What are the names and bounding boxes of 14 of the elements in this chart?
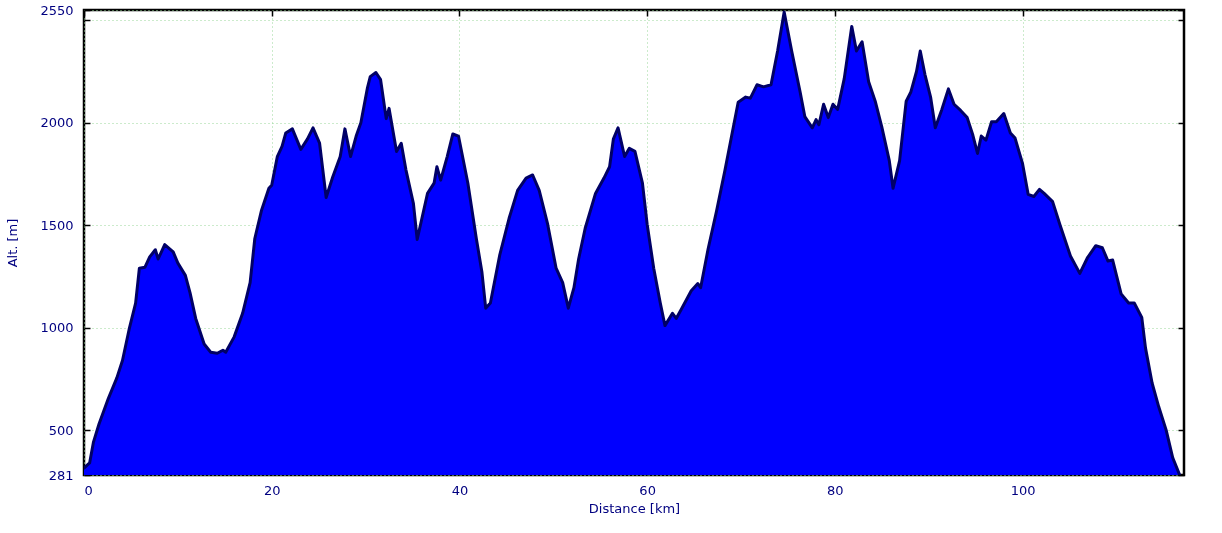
x-tick-label: 100 xyxy=(1010,482,1036,498)
y-axis-title: Alt. [m] xyxy=(5,218,21,268)
y-tick-label: 500 xyxy=(48,422,74,438)
x-tick-label: 40 xyxy=(451,482,469,498)
x-tick-label: 20 xyxy=(263,482,281,498)
y-tick-label: 2000 xyxy=(40,115,74,131)
y-tick-label: 1000 xyxy=(40,320,74,336)
x-axis-title: Distance [km] xyxy=(588,500,681,516)
y-tick-label: 281 xyxy=(48,467,74,483)
x-tick-label: 80 xyxy=(827,482,844,498)
y-tick-label: 1500 xyxy=(40,217,74,233)
x-tick-label: 0 xyxy=(84,482,93,498)
y-tick-label: 2550 xyxy=(40,2,74,18)
x-tick-label: 60 xyxy=(639,482,656,498)
